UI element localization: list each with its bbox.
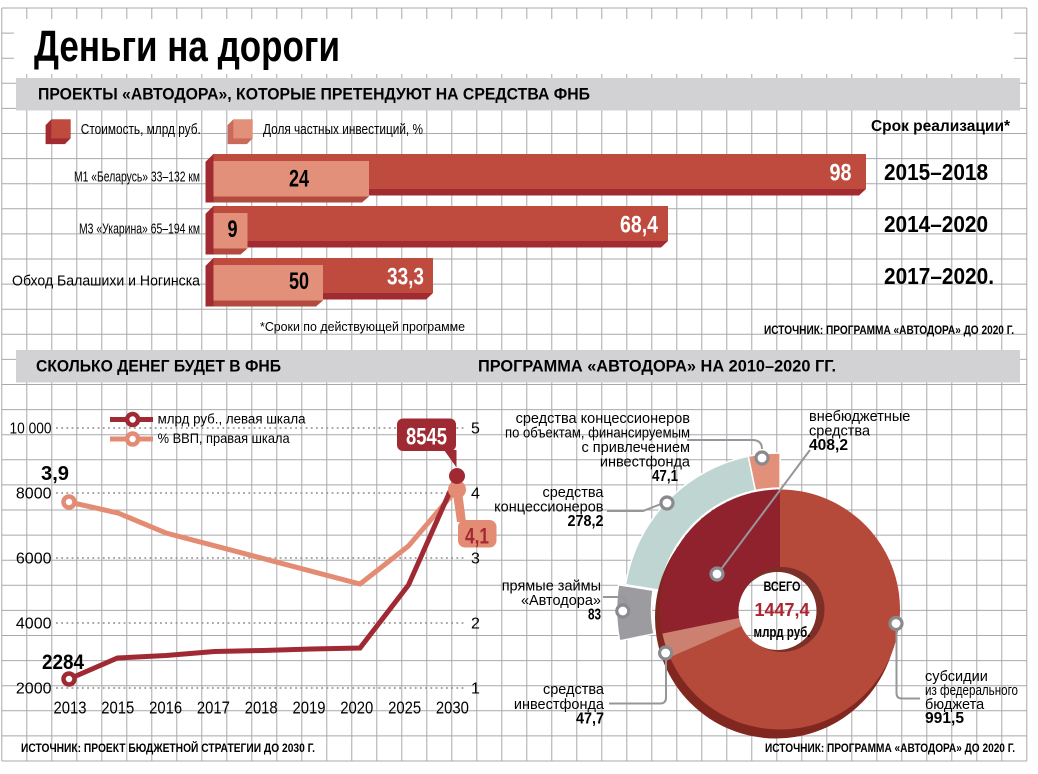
svg-text:2: 2 (471, 616, 480, 633)
svg-text:47,1: 47,1 (652, 468, 678, 485)
svg-text:98: 98 (830, 160, 852, 187)
svg-text:2284: 2284 (42, 651, 84, 674)
svg-text:278,2: 278,2 (568, 513, 604, 530)
svg-text:47,7: 47,7 (576, 711, 604, 728)
svg-text:4: 4 (471, 486, 480, 503)
svg-text:Срок реализации*: Срок реализации* (871, 118, 1011, 135)
svg-text:2020: 2020 (340, 698, 373, 718)
svg-text:М1 «Беларусь» 33–132 км: М1 «Беларусь» 33–132 км (74, 169, 200, 186)
svg-text:33,3: 33,3 (387, 264, 424, 291)
svg-text:с привлечением: с привлечением (582, 440, 690, 456)
svg-text:по объектам, финансируемым: по объектам, финансируемым (505, 426, 690, 442)
svg-text:прямые займы: прямые займы (502, 579, 601, 595)
svg-text:83: 83 (588, 607, 601, 624)
svg-text:ИСТОЧНИК: ПРОГРАММА «АВТОДОРА»: ИСТОЧНИК: ПРОГРАММА «АВТОДОРА» ДО 2020 Г… (764, 323, 1014, 337)
svg-text:4000: 4000 (16, 616, 52, 633)
svg-text:Обход Балашихи и Ногинска: Обход Балашихи и Ногинска (12, 273, 201, 290)
svg-text:5: 5 (471, 421, 480, 438)
svg-text:2017: 2017 (197, 698, 230, 718)
svg-text:средства: средства (809, 424, 871, 440)
svg-text:10 000: 10 000 (10, 421, 52, 438)
svg-text:млрд руб., левая шкала: млрд руб., левая шкала (158, 411, 306, 427)
svg-text:средства концессионеров: средства концессионеров (516, 411, 691, 427)
svg-text:2017–2020.: 2017–2020. (884, 263, 994, 289)
svg-text:внебюджетные: внебюджетные (809, 409, 910, 425)
svg-text:2015: 2015 (101, 698, 134, 718)
svg-text:Деньги на дороги: Деньги на дороги (34, 22, 340, 71)
svg-text:% ВВП, правая шкала: % ВВП, правая шкала (158, 430, 290, 446)
svg-text:6000: 6000 (16, 551, 52, 568)
svg-text:3: 3 (471, 551, 480, 568)
svg-text:9: 9 (228, 216, 238, 243)
svg-text:средства: средства (542, 485, 604, 501)
svg-text:бюджета: бюджета (925, 697, 985, 713)
svg-text:2013: 2013 (54, 698, 87, 718)
svg-text:1447,4: 1447,4 (755, 600, 810, 620)
svg-text:млрд руб.: млрд руб. (754, 624, 811, 641)
svg-text:*Сроки по действующей программ: *Сроки по действующей программе (260, 319, 465, 334)
svg-text:1: 1 (471, 681, 480, 698)
svg-text:2016: 2016 (149, 698, 182, 718)
svg-text:субсидии: субсидии (925, 669, 988, 685)
svg-text:Доля частных инвестиций, %: Доля частных инвестиций, % (263, 121, 423, 138)
svg-text:68,4: 68,4 (620, 212, 659, 239)
svg-text:«Автодора»: «Автодора» (521, 593, 601, 609)
svg-text:8545: 8545 (406, 424, 447, 451)
svg-text:средства: средства (543, 682, 605, 698)
svg-text:ПРОГРАММА «АВТОДОРА» НА 2010–2: ПРОГРАММА «АВТОДОРА» НА 2010–2020 ГГ. (478, 358, 836, 376)
svg-text:2018: 2018 (245, 698, 278, 718)
svg-text:из федерального: из федерального (925, 683, 1018, 699)
svg-text:3,9: 3,9 (41, 463, 69, 485)
svg-text:8000: 8000 (16, 486, 52, 503)
svg-text:4,1: 4,1 (465, 524, 489, 549)
svg-text:инвестфонда: инвестфонда (600, 455, 691, 471)
svg-text:ПРОЕКТЫ «АВТОДОРА», КОТОРЫЕ ПР: ПРОЕКТЫ «АВТОДОРА», КОТОРЫЕ ПРЕТЕНДУЮТ Н… (38, 86, 590, 104)
svg-text:50: 50 (289, 268, 309, 295)
svg-text:2019: 2019 (293, 698, 326, 718)
svg-text:ИСТОЧНИК: ПРОГРАММА «АВТОДОРА»: ИСТОЧНИК: ПРОГРАММА «АВТОДОРА» ДО 2020 Г… (765, 741, 1015, 755)
svg-text:408,2: 408,2 (809, 437, 848, 454)
svg-text:2030: 2030 (436, 698, 469, 718)
svg-text:2000: 2000 (16, 681, 52, 698)
svg-text:СКОЛЬКО ДЕНЕГ БУДЕТ В ФНБ: СКОЛЬКО ДЕНЕГ БУДЕТ В ФНБ (36, 358, 281, 376)
svg-text:М3 «Укарина» 65–194 км: М3 «Укарина» 65–194 км (79, 221, 200, 238)
svg-text:991,5: 991,5 (925, 710, 964, 727)
svg-text:инвестфонда: инвестфонда (514, 697, 605, 713)
svg-text:Стоимость, млрд руб.: Стоимость, млрд руб. (81, 121, 201, 138)
svg-text:2014–2020: 2014–2020 (884, 211, 988, 237)
svg-text:концессионеров: концессионеров (494, 500, 604, 516)
svg-text:ИСТОЧНИК: ПРОЕКТ БЮДЖЕТНОЙ СТР: ИСТОЧНИК: ПРОЕКТ БЮДЖЕТНОЙ СТРАТЕГИИ ДО … (21, 740, 315, 755)
svg-text:24: 24 (289, 166, 309, 193)
svg-text:2015–2018: 2015–2018 (884, 159, 988, 185)
svg-text:ВСЕГО: ВСЕГО (764, 579, 801, 594)
svg-text:2025: 2025 (388, 698, 421, 718)
